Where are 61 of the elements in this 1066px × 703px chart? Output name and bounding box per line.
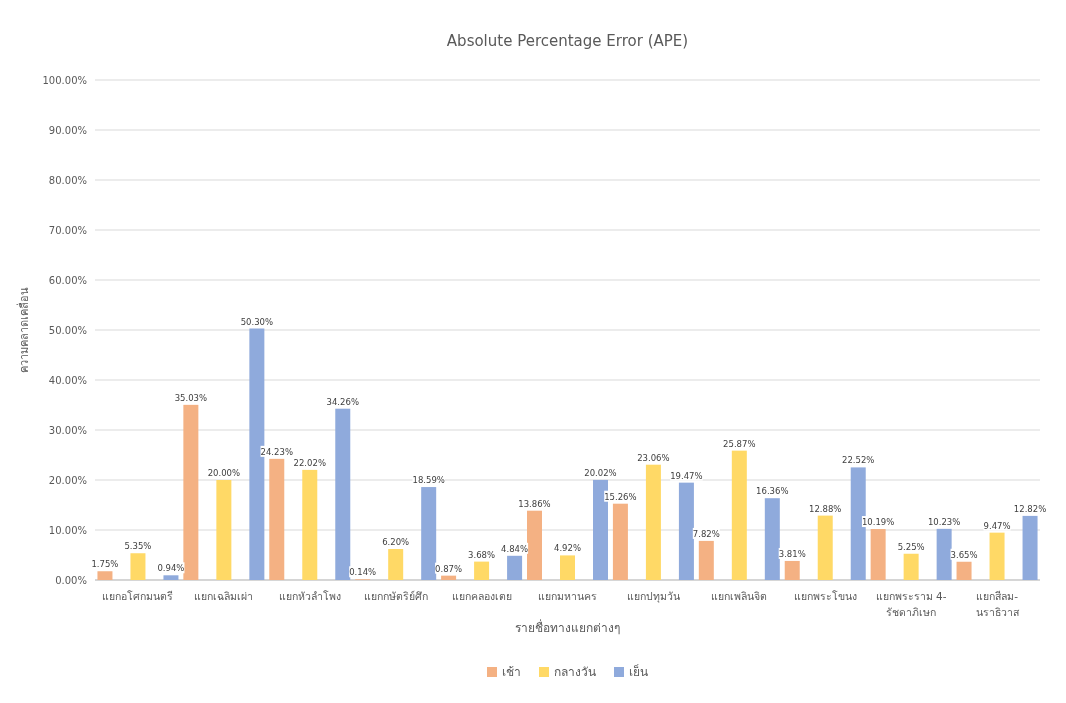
x-tick-label: แยกหัวลำโพง — [278, 590, 341, 602]
data-label: 0.14% — [349, 567, 377, 578]
x-tick-label: แยกเพลินจิต — [711, 590, 768, 602]
data-label: 0.94% — [157, 563, 185, 574]
data-label: 20.02% — [584, 467, 617, 478]
data-label: 12.88% — [809, 503, 842, 514]
data-label: 25.87% — [723, 438, 756, 449]
chart-title: Absolute Percentage Error (APE) — [446, 32, 689, 50]
data-label: 22.02% — [293, 457, 326, 468]
data-label: 3.81% — [778, 548, 806, 559]
y-tick-label: 80.00% — [48, 175, 87, 186]
data-label: 7.82% — [692, 528, 720, 539]
data-label: 20.00% — [207, 468, 241, 478]
data-label: 13.86% — [518, 498, 551, 509]
x-tick-label: แยกเฉลิมเผ่า — [194, 590, 254, 602]
legend-label: กลางวัน — [554, 665, 596, 679]
data-label: 16.36% — [756, 486, 789, 497]
data-label: 5.25% — [897, 541, 925, 552]
data-label: 22.52% — [842, 455, 875, 466]
data-label: 3.68% — [468, 549, 496, 560]
data-label: 23.06% — [637, 452, 670, 463]
x-tick-label: แยกพระโขนง — [793, 590, 857, 602]
data-label: 3.65% — [950, 549, 978, 560]
data-label: 10.23% — [927, 516, 961, 527]
y-tick-label: 90.00% — [48, 125, 87, 136]
data-label: 4.84% — [501, 543, 529, 554]
x-tick-label: แยกพระราม 4-รัชดาภิเษก — [875, 590, 947, 618]
data-label: 35.03% — [174, 392, 208, 403]
legend-label: เช้า — [502, 665, 521, 679]
y-tick-label: 100.00% — [42, 75, 87, 86]
data-label: 9.47% — [983, 520, 1011, 531]
y-tick-label: 30.00% — [48, 425, 87, 436]
legend-label: เย็น — [629, 664, 648, 679]
data-label: 0.87% — [435, 563, 463, 574]
y-tick-label: 70.00% — [48, 225, 87, 236]
data-label: 6.20% — [382, 537, 410, 547]
data-label: 1.75% — [91, 559, 119, 570]
data-label: 5.35% — [124, 541, 152, 552]
x-tick-label: แยกกษัตริย์ศึก — [363, 590, 428, 602]
x-tick-label: แยกอโศกมนตรี — [102, 590, 174, 602]
y-tick-label: 60.00% — [48, 275, 87, 286]
x-tick-label: แยกมหานคร — [538, 590, 597, 602]
data-label: 18.59% — [412, 475, 445, 486]
y-tick-label: 50.00% — [48, 325, 87, 336]
x-tick-label: แยกปทุมวัน — [626, 590, 680, 603]
data-label: 4.92% — [553, 543, 582, 554]
x-tick-label: แยกสีลม-นราธิวาส — [975, 590, 1020, 618]
data-label: 10.19% — [861, 517, 895, 528]
x-tick-label: แยกคลองเตย — [451, 590, 512, 602]
data-label: 19.47% — [670, 470, 703, 481]
y-tick-label: 10.00% — [48, 525, 87, 536]
data-label: 50.30% — [240, 316, 274, 327]
data-label: 34.26% — [326, 396, 359, 407]
data-label: 12.82% — [1013, 503, 1047, 514]
y-tick-label: 0.00% — [55, 575, 87, 586]
data-label: 24.23% — [260, 446, 293, 457]
y-axis-title: ความคลาดเคลื่อน — [16, 287, 31, 373]
data-label: 15.26% — [604, 491, 637, 502]
y-tick-label: 40.00% — [48, 375, 87, 386]
x-axis-title: รายชื่อทางแยกต่างๆ — [515, 619, 620, 635]
y-tick-label: 20.00% — [48, 475, 87, 486]
